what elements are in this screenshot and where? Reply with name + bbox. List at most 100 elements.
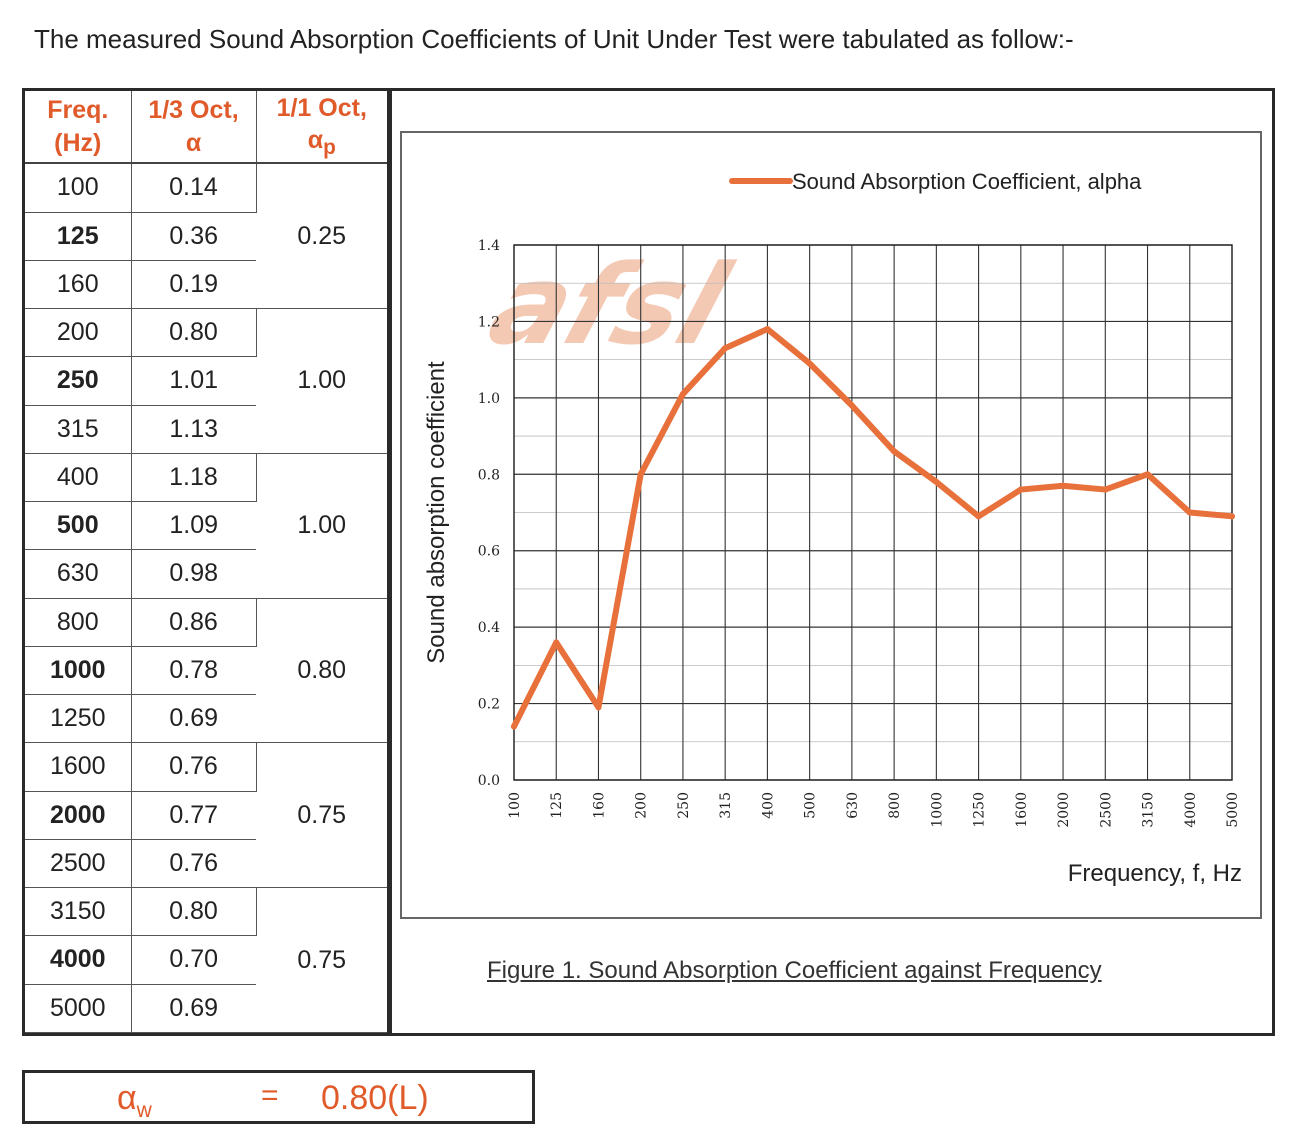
series-line bbox=[511, 326, 1235, 730]
x-tick-label: 5000 bbox=[1225, 792, 1241, 828]
x-tick-label: 2500 bbox=[1098, 792, 1114, 828]
data-point bbox=[1144, 471, 1151, 478]
x-tick-label: 125 bbox=[549, 792, 565, 819]
x-tick-label: 630 bbox=[845, 792, 861, 819]
results-frame: Freq. (Hz) 1/3 Oct, α 1/1 Oct, αp 100 0.1… bbox=[22, 88, 1275, 1036]
freq-cell: 200 bbox=[25, 308, 132, 358]
data-point bbox=[637, 471, 644, 478]
absorption-table-container: Freq. (Hz) 1/3 Oct, α 1/1 Oct, αp 100 0.1… bbox=[25, 91, 392, 1034]
weighted-equals: = bbox=[261, 1079, 279, 1112]
x-tick-label: 4000 bbox=[1183, 792, 1199, 828]
y-tick-label: 1.4 bbox=[478, 238, 500, 254]
table-row: 1250 0.69 bbox=[25, 694, 387, 744]
y-tick-label: 1.0 bbox=[478, 391, 500, 407]
table-row: 630 0.98 bbox=[25, 549, 387, 599]
third-octave-cell: 1.18 bbox=[131, 453, 257, 503]
octave-cell: 1.00 bbox=[256, 308, 387, 454]
data-point bbox=[848, 402, 855, 409]
third-octave-cell: 0.69 bbox=[131, 694, 256, 744]
weighted-coefficient-box: αw = 0.80(L) bbox=[22, 1070, 535, 1124]
x-tick-label: 500 bbox=[803, 792, 819, 819]
freq-cell: 1600 bbox=[25, 742, 132, 792]
header-octave: 1/1 Oct, αp bbox=[256, 91, 388, 164]
x-tick-label: 400 bbox=[760, 792, 776, 819]
table-row: 100 0.14 0.25 bbox=[25, 163, 387, 310]
third-octave-cell: 0.76 bbox=[131, 839, 256, 889]
data-point bbox=[1229, 513, 1235, 520]
x-tick-label: 1600 bbox=[1014, 792, 1030, 828]
octave-cell: 1.00 bbox=[256, 453, 387, 599]
data-point bbox=[891, 448, 898, 455]
freq-cell: 2000 bbox=[25, 791, 132, 840]
header-third-octave: 1/3 Oct, α bbox=[131, 91, 257, 164]
header-octave-sub: p bbox=[323, 136, 336, 160]
table-row: 2000 0.77 bbox=[25, 791, 387, 840]
freq-cell: 3150 bbox=[25, 887, 132, 937]
x-tick-label: 3150 bbox=[1141, 792, 1157, 828]
freq-cell: 160 bbox=[25, 260, 132, 310]
y-tick-label: 0.2 bbox=[478, 697, 500, 713]
weighted-sub: w bbox=[136, 1098, 152, 1122]
table-row: 500 1.09 bbox=[25, 501, 387, 551]
data-point bbox=[1017, 486, 1024, 493]
table-row: 250 1.01 bbox=[25, 356, 387, 406]
data-point bbox=[595, 704, 602, 711]
third-octave-cell: 0.80 bbox=[131, 887, 257, 937]
y-tick-label: 1.2 bbox=[478, 314, 500, 330]
freq-cell: 1250 bbox=[25, 694, 132, 744]
y-tick-label: 0.6 bbox=[478, 544, 500, 560]
data-point bbox=[806, 360, 813, 367]
header-freq: Freq. (Hz) bbox=[25, 91, 132, 164]
table-row: 125 0.36 bbox=[25, 212, 387, 261]
third-octave-cell: 1.01 bbox=[131, 356, 256, 406]
legend-label: Sound Absorption Coefficient, alpha bbox=[792, 169, 1142, 194]
third-octave-cell: 0.86 bbox=[131, 598, 257, 647]
absorption-chart: afsl 0.0 0.2 0.4 0.6 0.8 1.0 1.2 1.4 100 125 160 200… bbox=[423, 169, 1242, 887]
weighted-symbol: αw bbox=[117, 1079, 152, 1123]
table-row: 4000 0.70 bbox=[25, 935, 387, 985]
third-octave-cell: 1.13 bbox=[131, 405, 256, 454]
absorption-table: Freq. (Hz) 1/3 Oct, α 1/1 Oct, αp 100 0.1… bbox=[25, 91, 388, 1034]
freq-cell: 250 bbox=[25, 356, 132, 406]
watermark-logo: afsl bbox=[475, 241, 743, 370]
third-octave-cell: 0.19 bbox=[131, 260, 256, 310]
freq-cell: 315 bbox=[25, 405, 132, 454]
data-point bbox=[975, 513, 982, 520]
table-row: 3150 0.80 0.75 bbox=[25, 887, 387, 1033]
third-octave-cell: 1.09 bbox=[131, 501, 256, 551]
x-tick-label: 315 bbox=[718, 792, 734, 819]
data-point bbox=[722, 345, 729, 352]
data-point bbox=[933, 478, 940, 485]
table-row: 5000 0.69 bbox=[25, 984, 387, 1034]
freq-cell: 400 bbox=[25, 453, 132, 503]
freq-cell: 500 bbox=[25, 501, 132, 551]
table-body: 100 0.14 0.25 125 0.36 160 0.19 200 0.80 1.00 250 1… bbox=[25, 163, 387, 1034]
third-octave-cell: 0.98 bbox=[131, 549, 256, 599]
data-point bbox=[764, 326, 771, 333]
freq-cell: 2500 bbox=[25, 839, 132, 889]
data-point bbox=[511, 723, 517, 730]
freq-cell: 800 bbox=[25, 598, 132, 647]
y-tick-label: 0.4 bbox=[478, 620, 500, 636]
header-third-line1: 1/3 Oct, bbox=[148, 96, 239, 124]
plot-area-border bbox=[513, 244, 1233, 781]
x-axis-label: Frequency, f, Hz bbox=[1068, 860, 1242, 887]
freq-cell: 100 bbox=[25, 163, 132, 213]
octave-cell: 0.25 bbox=[256, 163, 387, 310]
table-row: 315 1.13 bbox=[25, 405, 387, 454]
x-tick-label: 250 bbox=[676, 792, 692, 819]
chart-container: afsl 0.0 0.2 0.4 0.6 0.8 1.0 1.2 1.4 100 125 160 200… bbox=[400, 131, 1262, 919]
third-octave-cell: 0.36 bbox=[131, 212, 256, 261]
table-row: 1000 0.78 bbox=[25, 646, 387, 696]
header-octave-line2: αp bbox=[257, 124, 388, 161]
header-octave-line1: 1/1 Oct, bbox=[276, 93, 367, 122]
table-row: 1600 0.76 0.75 bbox=[25, 742, 387, 889]
octave-cell: 0.80 bbox=[256, 598, 387, 744]
y-tick-label: 0.8 bbox=[478, 467, 500, 483]
octave-cell: 0.75 bbox=[256, 742, 387, 889]
table-row: 800 0.86 0.80 bbox=[25, 598, 387, 744]
third-octave-cell: 0.14 bbox=[131, 163, 257, 213]
x-tick-label: 800 bbox=[887, 792, 903, 819]
freq-cell: 5000 bbox=[25, 984, 132, 1034]
data-point bbox=[1060, 482, 1067, 489]
